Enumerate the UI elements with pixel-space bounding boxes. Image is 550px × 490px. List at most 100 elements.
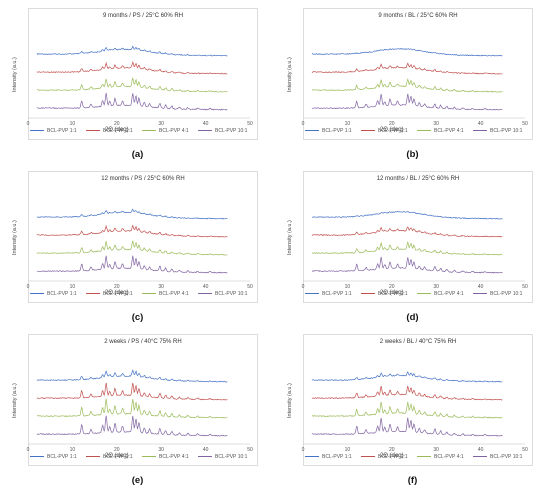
series-line: [311, 211, 503, 220]
panel-label: (d): [406, 312, 419, 323]
legend-item: BCL-PVP 10:1: [473, 128, 522, 134]
legend-label: BCL-PVP 2:1: [378, 454, 408, 460]
series-line: [36, 415, 228, 437]
legend-label: BCL-PVP 10:1: [490, 291, 523, 297]
chart-title: 9 months / PS / 25°C 60% RH: [102, 13, 184, 19]
x-axis-label: 2Θ (deg): [380, 453, 404, 459]
x-tick-label: 40: [203, 121, 209, 127]
x-tick-label: 20: [114, 284, 120, 290]
legend-item: BCL-PVP 2:1: [361, 128, 408, 134]
plot-frame: [28, 171, 258, 303]
series-line: [311, 78, 503, 93]
x-tick-label: 20: [389, 447, 395, 453]
legend-item: BCL-PVP 4:1: [142, 128, 189, 134]
legend-item: BCL-PVP 2:1: [86, 128, 133, 134]
series-line: [311, 256, 503, 274]
legend-swatch: [86, 293, 100, 295]
legend-item: BCL-PVP 10:1: [473, 454, 522, 460]
legend-item: BCL-PVP 1:1: [305, 454, 352, 460]
legend-swatch: [305, 293, 319, 295]
plot-frame: [303, 334, 533, 466]
chart-panel: 9 months / PS / 25°C 60% RH Intensity (a.…: [0, 0, 275, 163]
legend-swatch: [473, 456, 487, 458]
chart-title: 9 months / BL / 25°C 60% RH: [378, 13, 458, 19]
x-tick-label: 0: [27, 447, 30, 453]
legend-label: BCL-PVP 10:1: [215, 291, 248, 297]
legend-swatch: [417, 456, 431, 458]
series-line: [36, 240, 228, 256]
legend-item: BCL-PVP 1:1: [305, 291, 352, 297]
legend-swatch: [198, 293, 212, 295]
legend-item: BCL-PVP 4:1: [142, 291, 189, 297]
legend-item: BCL-PVP 2:1: [361, 454, 408, 460]
x-tick-label: 50: [247, 121, 253, 127]
x-tick-label: 0: [302, 121, 305, 127]
x-axis-label: 2Θ (deg): [380, 127, 404, 133]
panel-label: (f): [407, 475, 418, 486]
legend-label: BCL-PVP 4:1: [434, 454, 464, 460]
legend: BCL-PVP 1:1 BCL-PVP 2:1 BCL-PVP 4:1 BCL-PVP…: [30, 454, 260, 462]
x-tick-label: 30: [158, 284, 164, 290]
legend-swatch: [142, 456, 156, 458]
legend-label: BCL-PVP 2:1: [378, 128, 408, 134]
legend: BCL-PVP 1:1 BCL-PVP 2:1 BCL-PVP 4:1 BCL-PVP…: [305, 128, 535, 136]
legend-swatch: [305, 456, 319, 458]
x-tick-label: 10: [345, 121, 351, 127]
plot-frame: [303, 8, 533, 140]
series-line: [311, 93, 503, 111]
x-tick-label: 10: [70, 284, 76, 290]
legend-label: BCL-PVP 10:1: [490, 128, 523, 134]
legend-label: BCL-PVP 4:1: [159, 291, 189, 297]
series-line: [36, 382, 228, 401]
x-tick-label: 30: [433, 447, 439, 453]
chart-title: 2 weeks / PS / 40°C 75% RH: [104, 339, 182, 345]
legend: BCL-PVP 1:1 BCL-PVP 2:1 BCL-PVP 4:1 BCL-PVP…: [305, 454, 535, 462]
legend-item: BCL-PVP 2:1: [86, 291, 133, 297]
legend-label: BCL-PVP 2:1: [103, 291, 133, 297]
legend-label: BCL-PVP 1:1: [322, 291, 352, 297]
x-tick-label: 20: [114, 447, 120, 453]
series-line: [36, 61, 228, 75]
x-axis-label: 2Θ (deg): [380, 290, 404, 296]
legend-swatch: [198, 456, 212, 458]
legend-item: BCL-PVP 1:1: [305, 128, 352, 134]
legend-label: BCL-PVP 1:1: [47, 128, 77, 134]
legend-item: BCL-PVP 10:1: [198, 291, 247, 297]
x-axis-label: 2Θ (deg): [105, 290, 129, 296]
legend: BCL-PVP 1:1 BCL-PVP 2:1 BCL-PVP 4:1 BCL-PVP…: [30, 291, 260, 299]
legend-item: BCL-PVP 4:1: [417, 454, 464, 460]
xrd-plot: 0 10 20 30 40 50 2Θ (deg): [27, 208, 253, 296]
x-axis-label: 2Θ (deg): [105, 453, 129, 459]
series-line: [311, 371, 503, 383]
panel-label: (a): [131, 149, 144, 160]
plot-frame: [28, 334, 258, 466]
series-line: [311, 226, 503, 238]
x-tick-label: 30: [433, 121, 439, 127]
panel-label: (e): [131, 475, 144, 486]
legend-label: BCL-PVP 1:1: [47, 291, 77, 297]
x-tick-label: 0: [27, 284, 30, 290]
legend-label: BCL-PVP 10:1: [490, 454, 523, 460]
legend-swatch: [142, 293, 156, 295]
series-line: [311, 62, 503, 75]
x-tick-label: 30: [158, 447, 164, 453]
legend-swatch: [417, 293, 431, 295]
legend-swatch: [30, 456, 44, 458]
x-tick-label: 50: [522, 121, 528, 127]
x-tick-label: 40: [478, 121, 484, 127]
x-tick-label: 0: [302, 447, 305, 453]
legend-item: BCL-PVP 4:1: [417, 128, 464, 134]
xrd-plot: 0 10 20 30 40 50 2Θ (deg): [302, 211, 528, 296]
panel-label: (b): [406, 149, 419, 160]
legend-swatch: [198, 130, 212, 132]
x-tick-label: 50: [522, 284, 528, 290]
chart-title: 2 weeks / BL / 40°C 75% RH: [379, 339, 457, 345]
series-line: [36, 224, 228, 238]
legend-swatch: [473, 293, 487, 295]
chart-title: 12 months / BL / 25°C 60% RH: [376, 176, 460, 182]
x-tick-label: 10: [345, 284, 351, 290]
xrd-plot: 0 10 20 30 40 50 2Θ (deg): [302, 48, 528, 133]
legend: BCL-PVP 1:1 BCL-PVP 2:1 BCL-PVP 4:1 BCL-PVP…: [30, 128, 260, 136]
legend-item: BCL-PVP 1:1: [30, 128, 77, 134]
legend-item: BCL-PVP 10:1: [198, 454, 247, 460]
